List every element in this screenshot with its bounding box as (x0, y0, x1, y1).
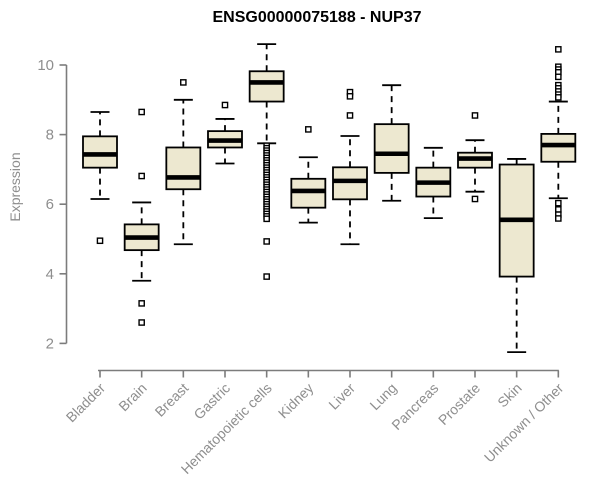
outlier-point (346, 112, 354, 119)
y-tick-label: 10 (37, 57, 54, 74)
box-unknown-other (540, 46, 577, 222)
outlier-point (471, 112, 479, 119)
outlier-point (555, 199, 562, 207)
x-category-label-bladder: Bladder (63, 380, 109, 426)
iqr-box (248, 70, 285, 103)
outlier-point (555, 215, 562, 222)
outlier-point (138, 319, 145, 326)
iqr-box (373, 123, 410, 174)
y-tick-label: 8 (46, 127, 54, 144)
outlier-point (263, 238, 270, 245)
y-tick-label: 4 (46, 266, 54, 283)
outlier-point (263, 215, 270, 223)
outlier-point (346, 93, 354, 100)
iqr-box (332, 166, 368, 201)
outlier-point (555, 73, 562, 81)
outlier-point (555, 46, 562, 53)
box-hematopoietic-cells (248, 43, 285, 280)
outlier-point (180, 79, 187, 86)
y-tick-label: 2 (46, 335, 54, 352)
x-category-label-liver: Liver (325, 380, 358, 413)
box-skin (498, 158, 535, 354)
outlier-point (471, 195, 479, 203)
box-prostate (457, 112, 493, 203)
y-tick-label: 6 (46, 196, 54, 213)
box-gastric (207, 101, 243, 165)
iqr-box (82, 135, 118, 169)
x-category-label-brain: Brain (115, 380, 149, 414)
outlier-point (555, 206, 562, 213)
outlier-point (96, 237, 104, 245)
x-category-label-unknown-other: Unknown / Other (481, 380, 567, 466)
box-pancreas (415, 146, 452, 220)
outlier-point (138, 300, 145, 307)
x-category-label-prostate: Prostate (435, 380, 483, 428)
iqr-box (165, 146, 202, 191)
x-category-label-breast: Breast (152, 380, 192, 420)
outlier-point (263, 273, 270, 280)
outlier-point (138, 172, 145, 180)
x-category-label-kidney: Kidney (275, 380, 317, 422)
outlier-point (555, 94, 562, 101)
outlier-point (138, 108, 145, 116)
x-category-label-skin: Skin (494, 380, 525, 411)
iqr-box (540, 133, 577, 163)
x-category-label-lung: Lung (366, 380, 399, 413)
box-lung (373, 84, 410, 202)
chart-title: ENSG00000075188 - NUP37 (212, 9, 422, 26)
box-kidney (290, 126, 327, 224)
box-brain (123, 108, 160, 326)
box-liver (332, 88, 368, 246)
box-bladder (82, 111, 118, 245)
box-breast (165, 79, 202, 246)
outlier-point (221, 101, 229, 109)
outlier-point (305, 126, 312, 133)
